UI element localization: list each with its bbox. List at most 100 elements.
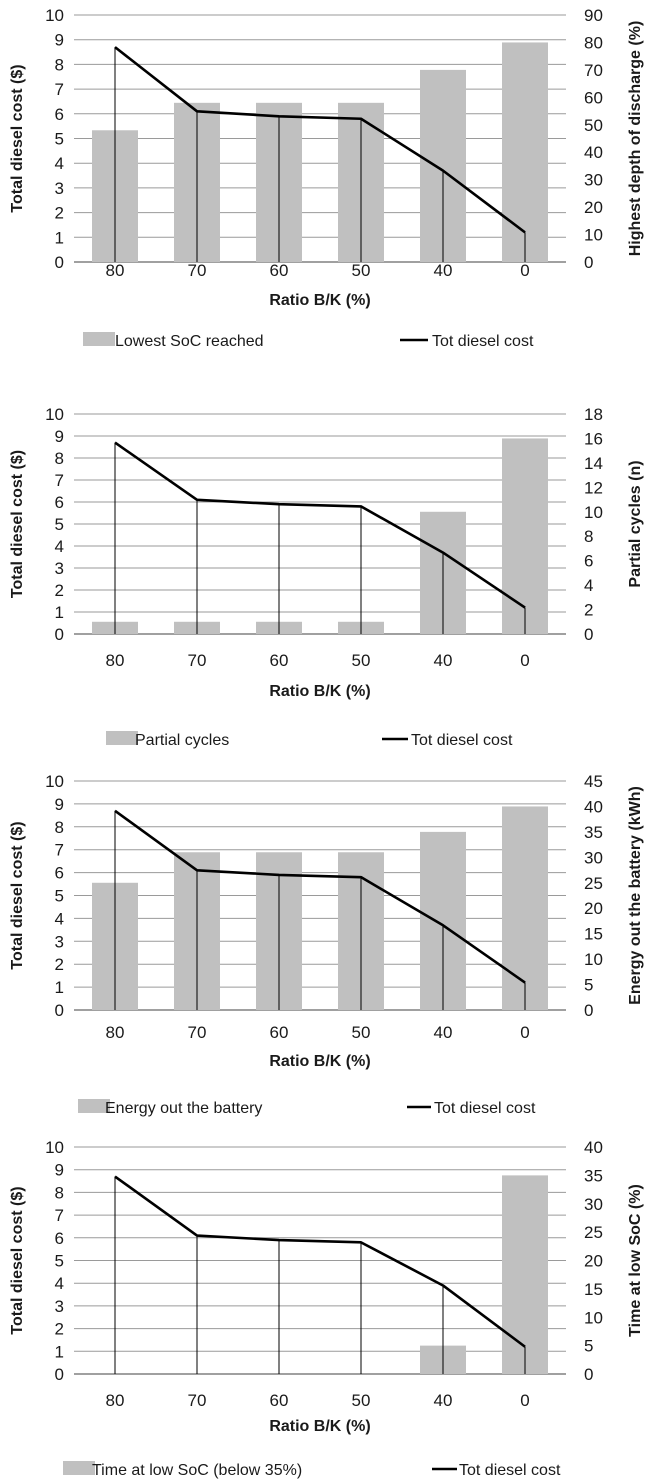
left-axis-tick: 7	[55, 841, 64, 860]
category-label: 70	[188, 1391, 207, 1410]
right-axis-title: Energy out the battery (kWh)	[627, 786, 644, 1005]
category-label: 50	[352, 651, 371, 670]
right-axis-tick: 20	[584, 1252, 603, 1271]
right-axis-tick: 14	[584, 454, 603, 473]
left-axis-tick: 9	[55, 1161, 64, 1180]
legend-bar-swatch	[83, 332, 115, 346]
legend-bar-label: Time at low SoC (below 35%)	[92, 1462, 302, 1479]
left-axis-title: Total diesel cost ($)	[9, 450, 26, 598]
right-axis-tick: 5	[584, 1337, 593, 1356]
right-axis-tick: 0	[584, 1001, 593, 1020]
category-label: 70	[188, 1023, 207, 1042]
bar	[502, 806, 548, 1010]
category-label: 60	[270, 1023, 289, 1042]
left-axis-title: Total diesel cost ($)	[9, 64, 26, 212]
x-axis-title: Ratio B/K (%)	[269, 683, 370, 700]
left-axis-tick: 10	[45, 1138, 64, 1157]
x-axis-title: Ratio B/K (%)	[269, 1053, 370, 1070]
left-axis-tick: 1	[55, 603, 64, 622]
left-axis-tick: 5	[55, 515, 64, 534]
bar	[502, 438, 548, 634]
left-axis-tick: 4	[55, 909, 64, 928]
right-axis-tick: 50	[584, 116, 603, 135]
right-axis-tick: 15	[584, 1280, 603, 1299]
legend: Lowest SoC reached Tot diesel cost	[83, 332, 534, 350]
legend-line-label: Tot diesel cost	[459, 1462, 561, 1479]
chart-panel-1: 0 1 2 3 4 5 6 7 8 9 10 0 10 20 30 40 50 60 70 80 90 80 70 60 50 4…	[9, 6, 644, 350]
right-axis-tick: 15	[584, 925, 603, 944]
legend-line-label: Tot diesel cost	[411, 732, 513, 749]
bar	[502, 42, 548, 262]
right-axis-tick: 70	[584, 61, 603, 80]
right-axis-tick: 10	[584, 1308, 603, 1327]
left-axis-tick: 7	[55, 80, 64, 99]
category-label: 80	[106, 261, 125, 280]
right-axis-tick: 10	[584, 226, 603, 245]
category-label: 50	[352, 1023, 371, 1042]
category-label: 0	[520, 651, 529, 670]
left-axis-tick: 4	[55, 1274, 64, 1293]
left-axis-tick: 8	[55, 1183, 64, 1202]
left-axis-tick: 5	[55, 887, 64, 906]
left-axis-tick: 4	[55, 154, 64, 173]
left-axis-tick: 2	[55, 955, 64, 974]
right-axis-tick: 30	[584, 171, 603, 190]
left-axis-tick: 10	[45, 772, 64, 791]
left-axis-title: Total diesel cost ($)	[9, 1186, 26, 1334]
right-axis-tick: 30	[584, 848, 603, 867]
legend-bar-label: Partial cycles	[135, 732, 229, 749]
left-axis-tick: 1	[55, 228, 64, 247]
right-axis-tick: 5	[584, 976, 593, 995]
category-label: 60	[270, 651, 289, 670]
left-axis-tick: 10	[45, 6, 64, 25]
left-axis-tick: 9	[55, 31, 64, 50]
left-axis-tick: 1	[55, 1342, 64, 1361]
right-axis-tick: 18	[584, 405, 603, 424]
category-label: 40	[434, 1023, 453, 1042]
right-axis-tick: 0	[584, 1365, 593, 1384]
right-axis-tick: 8	[584, 527, 593, 546]
left-axis-tick: 4	[55, 537, 64, 556]
category-label: 50	[352, 261, 371, 280]
category-label: 70	[188, 261, 207, 280]
right-axis-tick: 40	[584, 143, 603, 162]
category-label: 40	[434, 651, 453, 670]
left-axis-tick: 0	[55, 1365, 64, 1384]
right-axis-tick: 40	[584, 1138, 603, 1157]
right-axis-tick: 25	[584, 1223, 603, 1242]
chart-panel-4: 0 1 2 3 4 5 6 7 8 9 10 0 5 10 15 20 25 30 35 40 80 70 60 50 40 0 R…	[9, 1138, 644, 1479]
right-axis-tick: 12	[584, 478, 603, 497]
left-axis-tick: 3	[55, 932, 64, 951]
left-axis-tick: 5	[55, 1252, 64, 1271]
line-series-tot-diesel-cost	[114, 1175, 526, 1348]
legend: Time at low SoC (below 35%) Tot diesel co…	[63, 1461, 561, 1479]
left-axis-tick: 10	[45, 405, 64, 424]
right-axis-tick: 16	[584, 429, 603, 448]
left-axis-tick: 3	[55, 559, 64, 578]
left-axis-tick: 0	[55, 625, 64, 644]
right-axis-tick: 6	[584, 552, 593, 571]
category-label: 60	[270, 1391, 289, 1410]
category-label: 70	[188, 651, 207, 670]
category-label: 0	[520, 1391, 529, 1410]
legend-line-label: Tot diesel cost	[432, 333, 534, 350]
left-axis-tick: 9	[55, 795, 64, 814]
category-label: 40	[434, 261, 453, 280]
left-axis-tick: 0	[55, 1001, 64, 1020]
right-axis-tick: 40	[584, 797, 603, 816]
right-axis-tick: 45	[584, 772, 603, 791]
line-series-tot-diesel-cost	[114, 46, 526, 234]
legend: Energy out the battery Tot diesel cost	[78, 1099, 536, 1117]
left-axis-tick: 3	[55, 179, 64, 198]
left-axis-tick: 6	[55, 493, 64, 512]
category-label: 80	[106, 1023, 125, 1042]
right-axis-tick: 0	[584, 625, 593, 644]
left-axis-tick: 7	[55, 1206, 64, 1225]
left-axis-tick: 5	[55, 130, 64, 149]
category-label: 80	[106, 651, 125, 670]
left-axis-tick: 9	[55, 427, 64, 446]
category-label: 80	[106, 1391, 125, 1410]
right-axis-tick: 60	[584, 88, 603, 107]
